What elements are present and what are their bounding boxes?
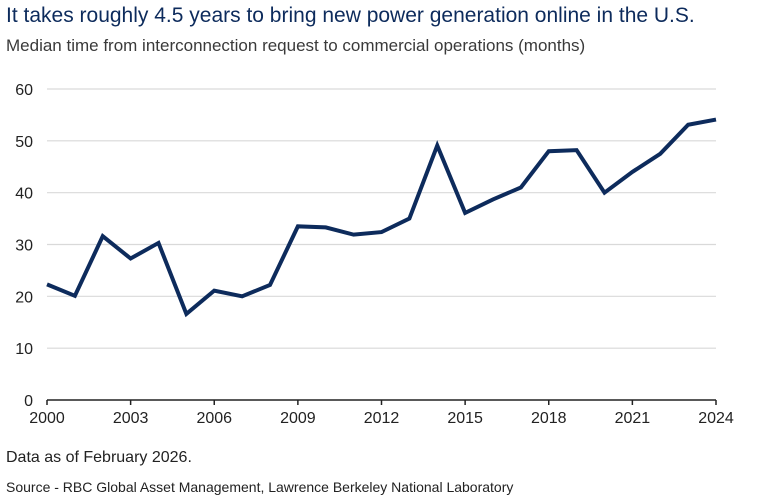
y-tick-label: 60	[15, 82, 33, 99]
x-tick-label: 2000	[29, 410, 65, 427]
y-tick-label: 10	[15, 341, 33, 358]
series-line-0	[46, 117, 717, 318]
x-tick-label: 2003	[113, 410, 149, 427]
chart-title: It takes roughly 4.5 years to bring new …	[6, 4, 695, 27]
chart-subtitle: Median time from interconnection request…	[6, 36, 586, 55]
x-tick-label: 2024	[698, 410, 734, 427]
data-date-note: Data as of February 2026.	[6, 449, 192, 466]
x-tick-label: 2012	[364, 410, 400, 427]
y-tick-label: 0	[24, 393, 33, 410]
x-tick-label: 2015	[447, 410, 483, 427]
y-tick-label: 20	[15, 289, 33, 306]
series-lines	[46, 117, 717, 318]
x-tick-label: 2009	[280, 410, 316, 427]
x-tick-label: 2006	[196, 410, 232, 427]
x-tick-label: 2018	[531, 410, 567, 427]
y-tick-label: 40	[15, 186, 33, 203]
y-tick-label: 30	[15, 238, 33, 255]
x-tick-labels: 2000 2003 2006 2009 2012 2015 2018 2021 2024	[29, 410, 734, 427]
source-note: Source - RBC Global Asset Management, La…	[6, 479, 514, 495]
axes	[46, 399, 717, 405]
y-tick-labels: 0 10 20 30 40 50 60	[15, 82, 33, 410]
gridlines	[47, 88, 716, 349]
x-tick-label: 2021	[615, 410, 651, 427]
y-tick-label: 50	[15, 134, 33, 151]
